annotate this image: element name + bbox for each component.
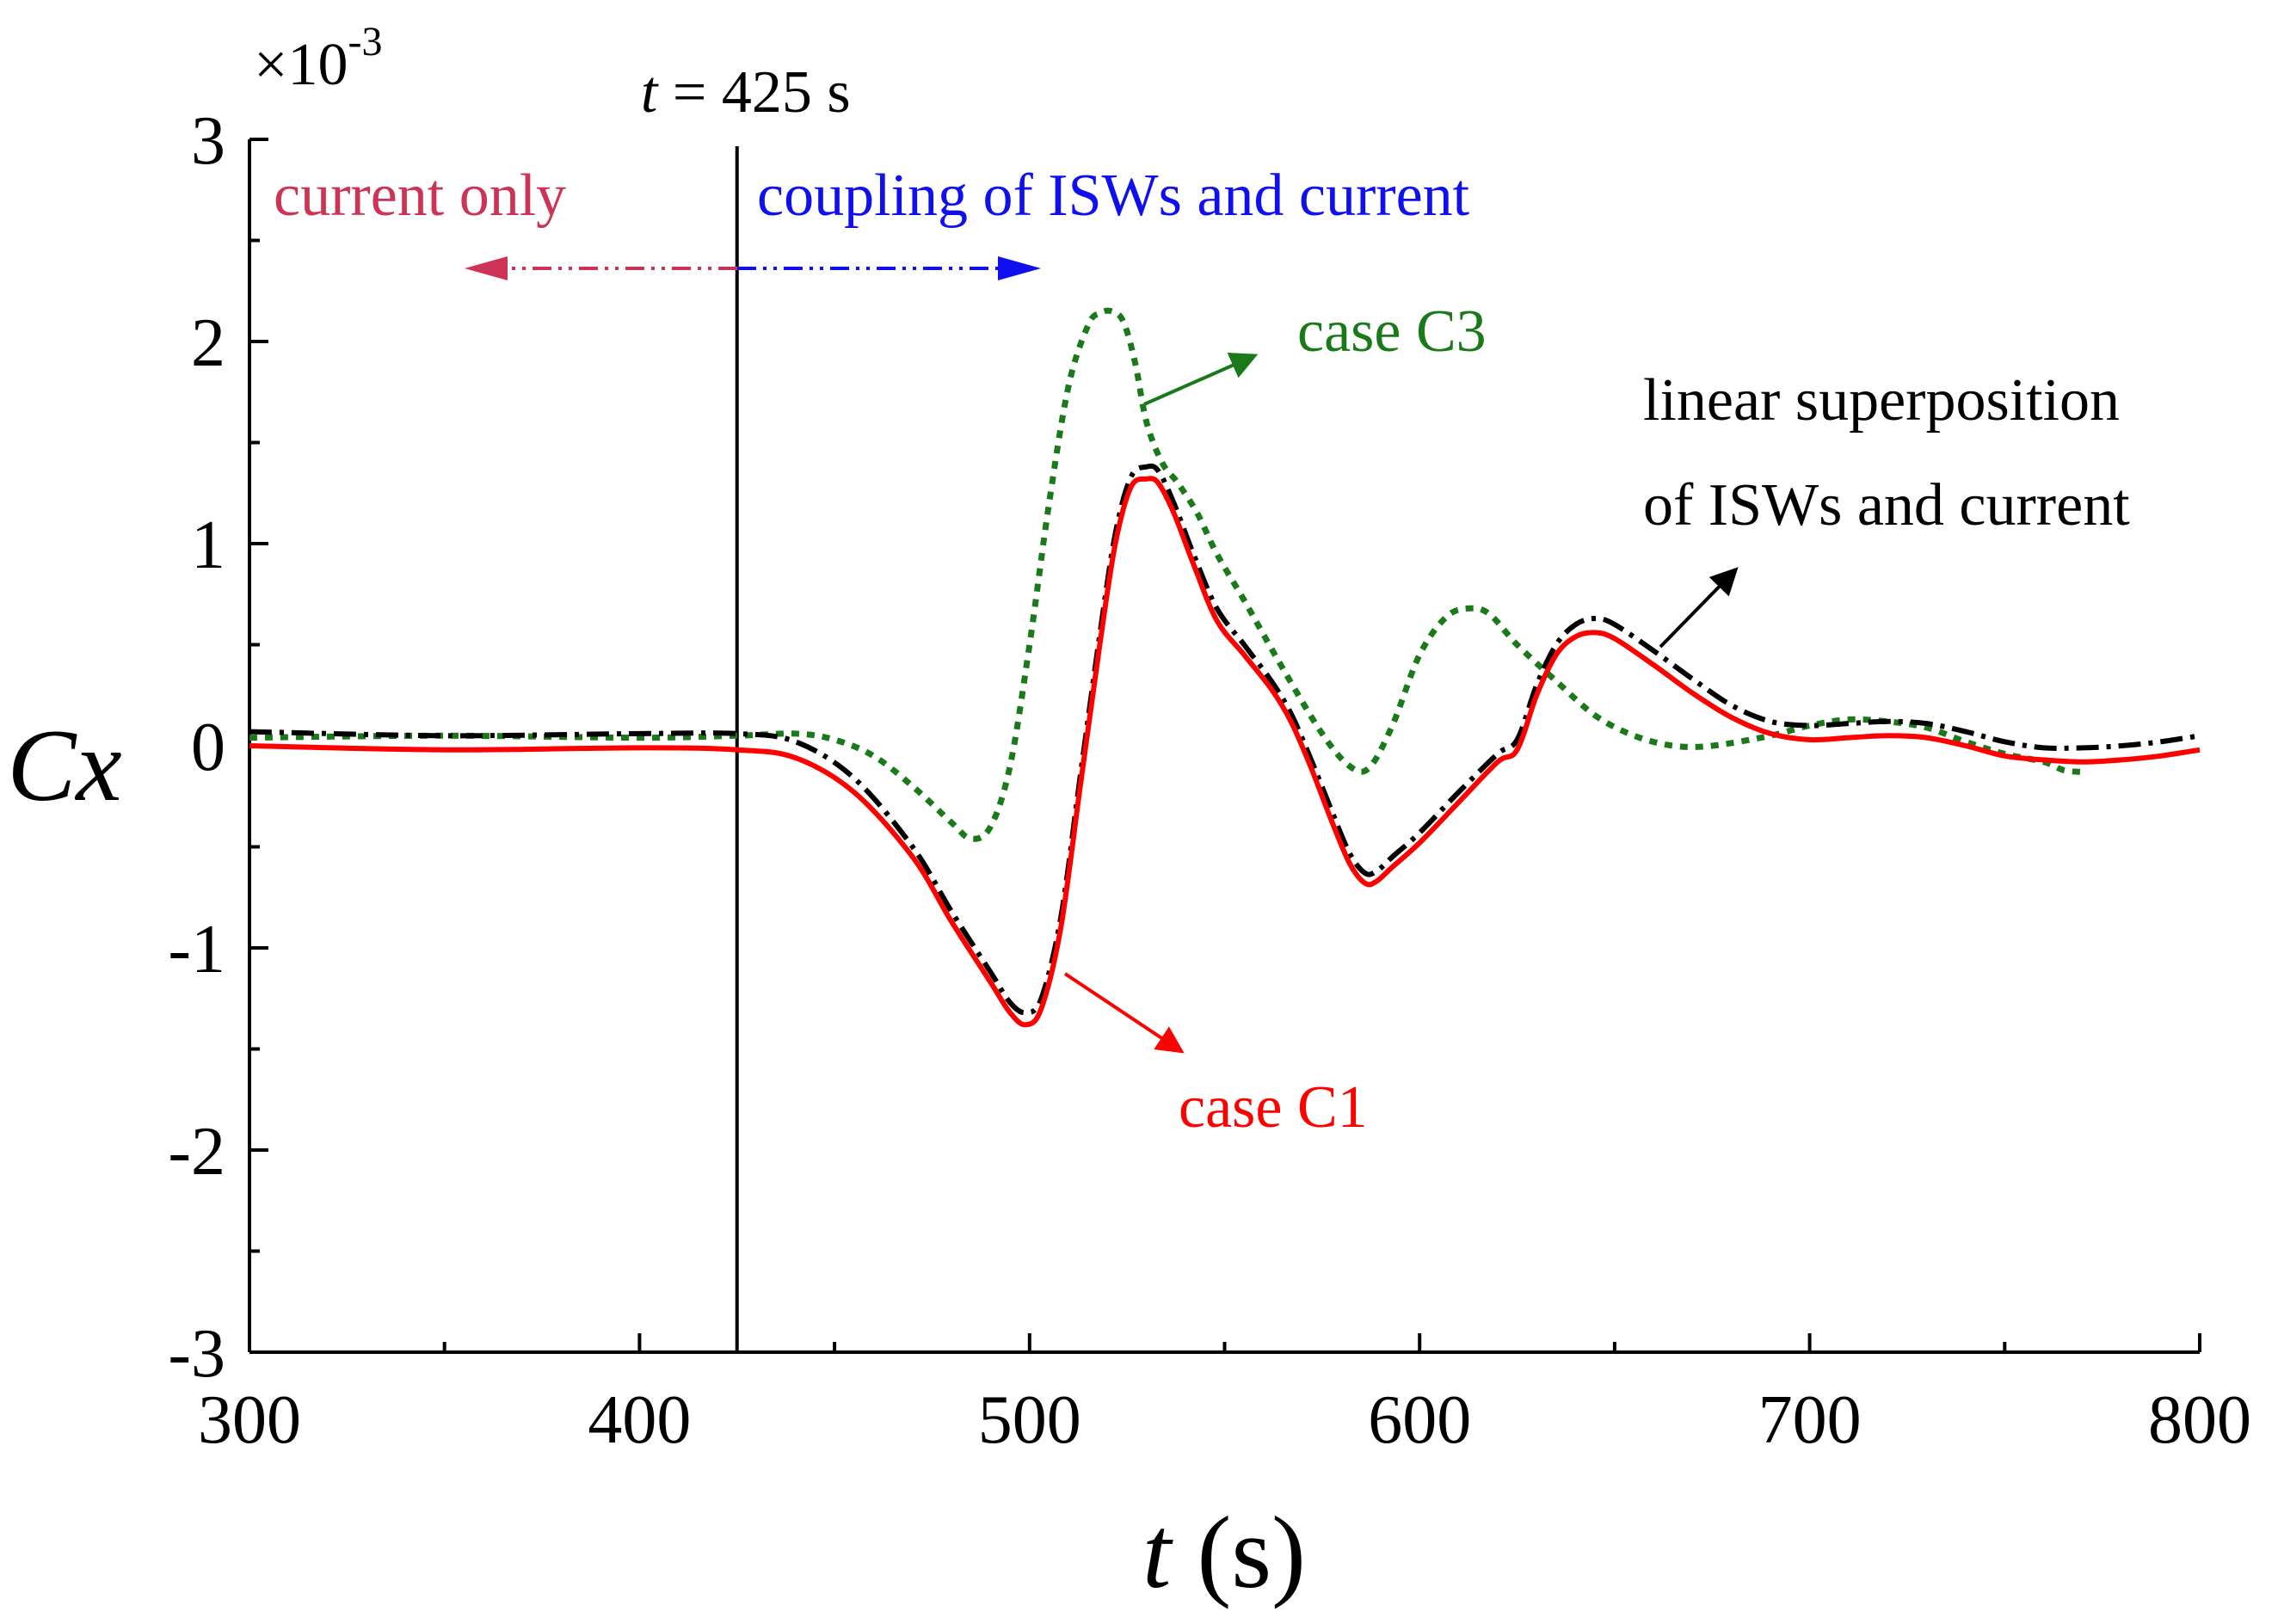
region-arrow-left-head	[465, 256, 508, 280]
region-label-coupling: coupling of ISWs and current	[757, 163, 1470, 229]
x-tick-label: 300	[198, 1382, 301, 1458]
y-tick-label: 3	[191, 103, 225, 179]
marker-line-label: t = 425 s	[641, 59, 851, 126]
label-linear-line2: of ISWs and current	[1643, 472, 2130, 538]
x-ticks: 300 400 500 600 700 800	[198, 1333, 2251, 1458]
y-multiplier: ×10-3	[254, 19, 382, 98]
x-tick-label: 500	[978, 1382, 1081, 1458]
axes	[248, 139, 2200, 1354]
y-tick-label: 2	[191, 305, 225, 381]
x-tick-label: 600	[1368, 1382, 1471, 1458]
y-tick-label: -3	[168, 1316, 225, 1392]
label-case-c3: case C3	[1297, 298, 1487, 365]
series-layer	[249, 307, 2201, 1028]
y-ticks: -3 -2 -1 0 1 2 3	[168, 103, 268, 1392]
annotation-arrow-c1	[1063, 972, 1185, 1054]
region-arrow-right-head	[998, 256, 1041, 280]
region-label-current-only: current only	[274, 163, 566, 229]
annotation-arrow-linear	[1659, 567, 1739, 649]
y-tick-label: -1	[168, 912, 225, 987]
y-tick-label: -2	[168, 1114, 225, 1190]
y-tick-label: 0	[191, 710, 225, 785]
annotation-arrow-c3	[1143, 353, 1259, 406]
y-tick-label: 1	[191, 508, 225, 583]
label-case-c1: case C1	[1179, 1074, 1368, 1141]
x-axis-title: t (s)	[1142, 1495, 1306, 1609]
x-tick-label: 700	[1758, 1382, 1862, 1458]
y-axis-title: Cx	[7, 708, 121, 822]
series-case-c1	[249, 476, 2201, 1028]
x-tick-label: 400	[588, 1382, 691, 1458]
series-linear-superposition	[249, 463, 2201, 1016]
label-linear-line1: linear superposition	[1643, 367, 2120, 434]
x-tick-label: 800	[2148, 1382, 2251, 1458]
